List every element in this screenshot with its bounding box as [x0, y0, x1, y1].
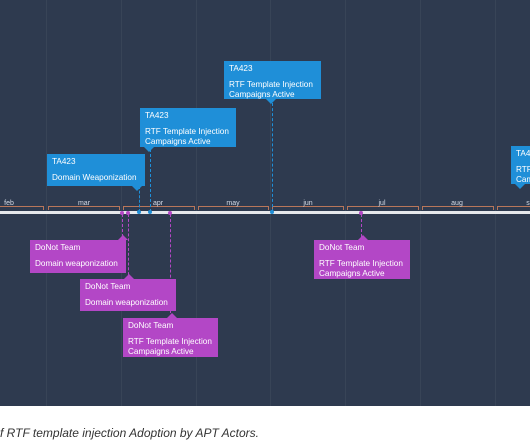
event-connector	[128, 214, 129, 280]
event-dot	[270, 210, 274, 214]
event-card-donot-2[interactable]: DoNot Team Domain weaponization	[80, 274, 176, 311]
event-actor: DoNot Team	[85, 282, 131, 291]
grid-line	[495, 0, 496, 406]
event-actor: TA423	[229, 64, 253, 73]
month-bracket	[422, 206, 494, 210]
month-bracket	[497, 206, 530, 210]
month-label-aug: aug	[451, 200, 463, 207]
month-bracket	[347, 206, 419, 210]
timeline-axis	[0, 211, 530, 214]
timeline-panel: feb mar apr may jun jul aug s TA423 Doma…	[0, 0, 530, 406]
event-connector	[139, 186, 140, 212]
event-card-donot-3[interactable]: DoNot Team RTF Template Injection Campai…	[123, 313, 218, 357]
event-card-ta423-3[interactable]: TA423 RTF Template Injection Campaigns A…	[224, 61, 321, 104]
month-bracket	[0, 206, 44, 210]
event-actor: TA423	[52, 157, 76, 166]
month-bracket	[198, 206, 269, 210]
event-actor: DoNot Team	[35, 243, 81, 252]
grid-line	[270, 0, 271, 406]
event-text: RTF Cam	[516, 165, 530, 184]
event-actor: TA423	[145, 111, 169, 120]
month-bracket	[48, 206, 120, 210]
event-card-ta4-partial[interactable]: TA4 RTF Cam	[511, 146, 530, 189]
event-text: Domain weaponization	[85, 298, 168, 308]
month-label-mar: mar	[77, 200, 91, 207]
month-label-may: may	[226, 200, 240, 207]
grid-line	[196, 0, 197, 406]
month-label-jun: jun	[303, 200, 313, 207]
event-dot	[120, 211, 124, 215]
event-connector	[272, 98, 273, 212]
event-text: Domain weaponization	[35, 259, 118, 269]
event-connector	[361, 214, 362, 242]
event-text: RTF Template Injection Campaigns Active	[229, 80, 313, 99]
event-actor: DoNot Team	[128, 321, 174, 330]
event-card-ta423-1[interactable]: TA423 Domain Weaponization	[47, 154, 145, 191]
event-dot	[148, 210, 152, 214]
month-label-apr: apr	[152, 200, 164, 207]
event-connector	[122, 214, 123, 242]
event-text: RTF Template Injection Campaigns Active	[319, 259, 403, 278]
event-card-ta423-2[interactable]: TA423 RTF Template Injection Campaigns A…	[140, 108, 236, 152]
event-actor: TA4	[516, 149, 530, 158]
grid-line	[345, 0, 346, 406]
grid-line	[420, 0, 421, 406]
month-label-feb: feb	[4, 200, 14, 207]
event-actor: DoNot Team	[319, 243, 365, 252]
event-dot	[137, 210, 141, 214]
event-text: RTF Template Injection Campaigns Active	[128, 337, 212, 356]
event-connector	[150, 144, 151, 212]
event-card-donot-1[interactable]: DoNot Team Domain weaponization	[30, 235, 128, 273]
event-card-donot-4[interactable]: DoNot Team RTF Template Injection Campai…	[314, 235, 410, 279]
event-text: Domain Weaponization	[52, 173, 137, 183]
event-dot	[359, 211, 363, 215]
event-dot	[126, 211, 130, 215]
month-bracket	[123, 206, 195, 210]
event-dot	[168, 211, 172, 215]
event-text: RTF Template Injection Campaigns Active	[145, 127, 229, 146]
figure-caption: f RTF template injection Adoption by APT…	[0, 426, 260, 440]
month-label-jul: jul	[378, 200, 386, 207]
event-connector	[170, 214, 171, 318]
grid-line	[121, 0, 122, 406]
grid-line	[46, 0, 47, 406]
month-label-s: s	[526, 200, 530, 207]
